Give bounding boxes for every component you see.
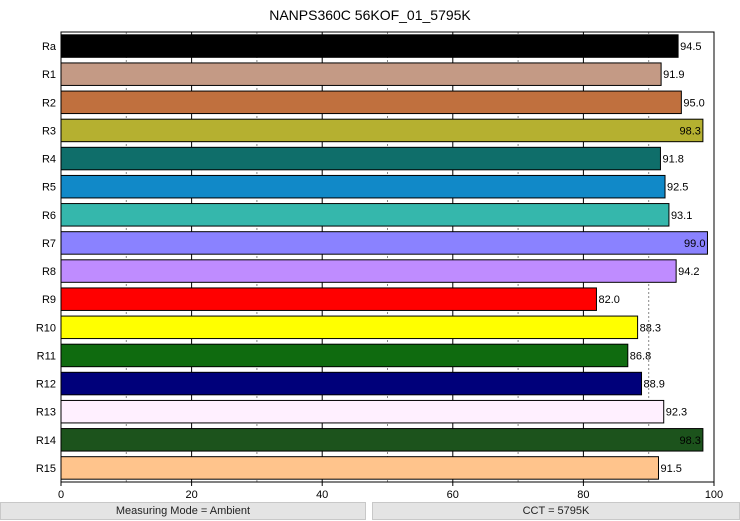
category-label-r2: R2 bbox=[42, 97, 56, 109]
category-label-r11: R11 bbox=[37, 350, 56, 362]
bar-r8 bbox=[60, 259, 677, 283]
x-tick-label: 60 bbox=[447, 489, 459, 501]
value-label-r3: 98.3 bbox=[679, 125, 700, 137]
bar-r7 bbox=[60, 231, 708, 255]
category-label-r15: R15 bbox=[36, 463, 56, 475]
bar-r3 bbox=[60, 118, 704, 143]
value-label-r5: 92.5 bbox=[667, 182, 688, 194]
category-label-r7: R7 bbox=[42, 238, 56, 250]
category-label-r10: R10 bbox=[36, 322, 56, 334]
x-axis-ticks: 0 20 40 60 80 100 bbox=[58, 482, 723, 501]
x-tick-label: 40 bbox=[316, 489, 328, 501]
category-label-r4: R4 bbox=[42, 154, 56, 166]
bar-r2 bbox=[60, 90, 682, 115]
category-label-r12: R12 bbox=[36, 379, 56, 391]
cct-panel: CCT = 5795K bbox=[372, 502, 740, 520]
measuring-mode-panel: Measuring Mode = Ambient bbox=[0, 502, 366, 520]
x-tick-label: 80 bbox=[577, 489, 589, 501]
bar-r1 bbox=[60, 62, 662, 86]
bar-r11 bbox=[60, 343, 629, 368]
cct-label: CCT = 5795K bbox=[522, 505, 590, 517]
category-label-r5: R5 bbox=[42, 182, 56, 194]
value-label-r15: 91.5 bbox=[660, 463, 681, 475]
category-label-ra: Ra bbox=[42, 41, 57, 53]
value-label-r12: 88.9 bbox=[644, 379, 665, 391]
value-label-r8: 94.2 bbox=[678, 266, 699, 278]
value-label-r4: 91.8 bbox=[662, 154, 683, 166]
category-label-r14: R14 bbox=[36, 435, 56, 447]
value-label-r2: 95.0 bbox=[683, 97, 704, 109]
value-label-r10: 88.3 bbox=[640, 322, 661, 334]
bars-group: Ra 94.5 R1 91.9 R2 95.0 R3 98.3 R4 91.8 R5 92.5 R6 93… bbox=[36, 34, 708, 480]
measuring-mode-label: Measuring Mode = Ambient bbox=[115, 505, 251, 517]
ri-bar-chart: NANPS360C 56KOF_01_5795K Ra 94.5 R1 91.9 R2 9… bbox=[36, 7, 723, 501]
chart-title: NANPS360C 56KOF_01_5795K bbox=[269, 7, 471, 23]
bar-r10 bbox=[60, 315, 639, 340]
value-label-r14: 98.3 bbox=[679, 435, 700, 447]
category-label-r13: R13 bbox=[36, 407, 56, 419]
bar-r6 bbox=[60, 203, 670, 227]
x-tick-label: 100 bbox=[705, 489, 723, 501]
value-label-r11: 86.8 bbox=[630, 350, 651, 362]
bar-ra bbox=[60, 34, 679, 58]
value-label-r9: 82.0 bbox=[598, 294, 619, 306]
bar-r4 bbox=[60, 146, 661, 171]
value-label-r7: 99.0 bbox=[684, 238, 705, 250]
x-tick-label: 20 bbox=[185, 489, 197, 501]
value-label-ra: 94.5 bbox=[680, 41, 701, 53]
value-label-r1: 91.9 bbox=[663, 69, 684, 81]
value-label-r13: 92.3 bbox=[666, 407, 687, 419]
category-label-r6: R6 bbox=[42, 210, 56, 222]
bar-r15 bbox=[60, 456, 659, 480]
bar-r13 bbox=[60, 399, 665, 424]
category-label-r3: R3 bbox=[42, 125, 56, 137]
x-tick-label: 0 bbox=[58, 489, 64, 501]
plot-area-frame bbox=[60, 31, 715, 483]
category-label-r9: R9 bbox=[42, 294, 56, 306]
category-label-r1: R1 bbox=[42, 69, 56, 81]
bar-r12 bbox=[60, 371, 643, 396]
bar-r9 bbox=[60, 287, 597, 311]
category-label-r8: R8 bbox=[42, 266, 56, 278]
value-label-r6: 93.1 bbox=[671, 210, 692, 222]
bar-r14 bbox=[60, 428, 704, 452]
bar-r5 bbox=[60, 174, 666, 199]
